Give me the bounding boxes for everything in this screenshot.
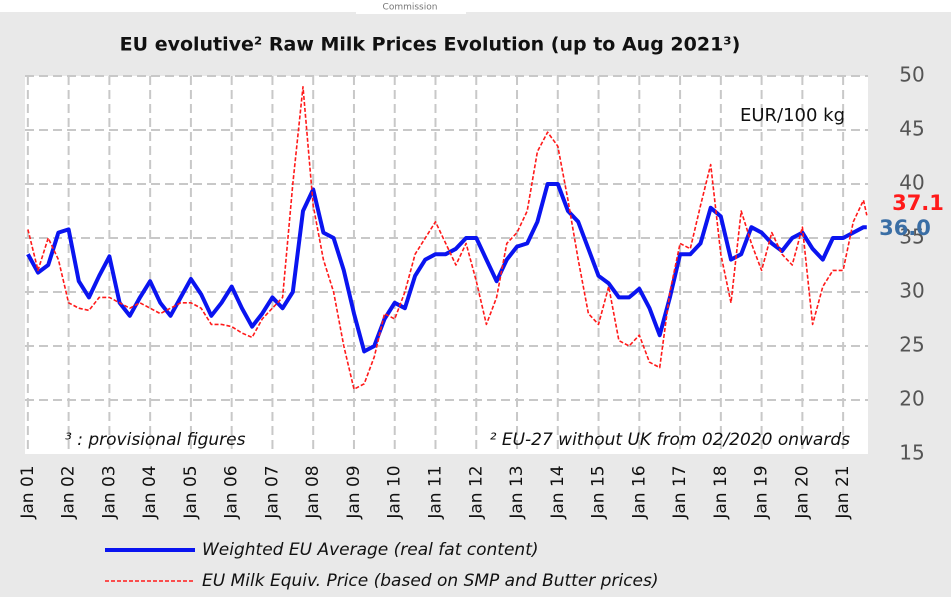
y-tick-label: 15 [899,441,924,465]
y-tick-label: 50 [899,63,924,87]
x-tick-label: Jan 09 [344,465,364,519]
x-tick-label: Jan 07 [262,465,282,519]
legend-label: Weighted EU Average (real fat content) [202,540,539,560]
y-tick-label: 30 [899,279,924,303]
series-line [26,182,867,354]
x-tick-label: Jan 04 [140,465,160,519]
unit-label: EUR/100 kg [740,105,845,126]
legend-label: EU Milk Equiv. Price (based on SMP and B… [202,571,659,591]
x-tick-label: Jan 03 [99,465,119,519]
y-tick-label: 20 [899,387,924,411]
x-tick-label: Jan 18 [711,465,731,519]
plot-area [25,76,868,454]
x-tick-label: Jan 21 [833,465,853,519]
note: ³ : provisional figures [65,430,246,450]
x-tick-label: Jan 17 [670,465,690,519]
header-box [356,0,466,14]
x-tick-label: Jan 12 [466,465,486,519]
x-tick-label: Jan 14 [548,465,568,519]
x-tick-label: Jan 20 [792,465,812,519]
y-tick-label: 40 [899,171,924,195]
y-tick-label: 35 [899,225,924,249]
end-label: 36.0 [879,216,931,240]
x-tick-label: Jan 19 [752,465,772,519]
note: ² EU-27 without UK from 02/2020 onwards [490,430,851,450]
x-tick-label: Jan 15 [589,465,609,519]
x-tick-label: Jan 11 [425,465,445,519]
chart-title: EU evolutive² Raw Milk Prices Evolution … [120,34,741,56]
x-tick-label: Jan 13 [507,465,527,519]
header-fragment: Commission [383,3,438,13]
x-tick-label: Jan 06 [222,465,242,519]
x-tick-label: Jan 16 [629,465,649,519]
x-tick-label: Jan 08 [303,465,323,519]
x-tick-label: Jan 10 [385,465,405,519]
x-tick-label: Jan 05 [181,465,201,519]
y-tick-label: 25 [899,333,924,357]
y-tick-label: 45 [899,117,924,141]
x-tick-label: Jan 02 [59,465,79,519]
end-label: 37.1 [892,191,944,215]
x-tick-label: Jan 01 [18,465,38,519]
series-line [27,86,868,390]
